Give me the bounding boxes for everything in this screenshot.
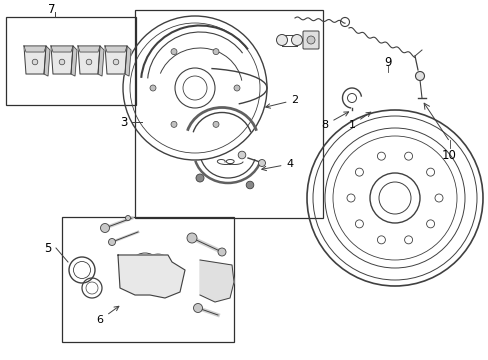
Circle shape	[234, 85, 240, 91]
Polygon shape	[44, 46, 50, 76]
Circle shape	[59, 59, 65, 65]
Text: 6: 6	[96, 306, 119, 325]
Bar	[135, 10, 323, 218]
Circle shape	[193, 303, 202, 312]
Circle shape	[355, 168, 363, 176]
Circle shape	[171, 121, 177, 127]
Polygon shape	[71, 46, 77, 76]
Polygon shape	[105, 46, 127, 74]
Circle shape	[415, 72, 424, 81]
Polygon shape	[200, 260, 234, 302]
Text: 10: 10	[441, 149, 456, 162]
Circle shape	[213, 49, 219, 55]
Circle shape	[32, 59, 38, 65]
FancyBboxPatch shape	[303, 31, 318, 49]
Circle shape	[245, 181, 253, 189]
Text: 8: 8	[321, 112, 348, 130]
Polygon shape	[125, 46, 131, 76]
Circle shape	[291, 35, 302, 45]
Text: 7: 7	[48, 3, 55, 15]
Polygon shape	[78, 46, 100, 52]
Circle shape	[377, 152, 385, 160]
Circle shape	[196, 174, 203, 182]
Polygon shape	[105, 46, 127, 52]
Polygon shape	[118, 255, 184, 298]
Text: 5: 5	[44, 242, 51, 255]
Circle shape	[404, 236, 412, 244]
Circle shape	[238, 151, 245, 159]
Circle shape	[171, 49, 177, 55]
Bar	[62, 217, 234, 342]
Circle shape	[276, 35, 287, 45]
Text: 1: 1	[348, 112, 370, 130]
Circle shape	[355, 220, 363, 228]
Circle shape	[218, 248, 225, 256]
Circle shape	[258, 159, 265, 166]
Circle shape	[213, 121, 219, 127]
Text: 4: 4	[261, 159, 293, 171]
Circle shape	[346, 194, 354, 202]
Circle shape	[125, 216, 130, 220]
Polygon shape	[78, 46, 100, 74]
Circle shape	[404, 152, 412, 160]
Text: 3: 3	[120, 116, 127, 129]
Circle shape	[186, 233, 197, 243]
Circle shape	[434, 194, 442, 202]
Circle shape	[377, 236, 385, 244]
Circle shape	[113, 59, 119, 65]
Bar	[6, 17, 136, 105]
Polygon shape	[98, 46, 104, 76]
Polygon shape	[24, 46, 46, 52]
Polygon shape	[51, 46, 73, 52]
Circle shape	[101, 224, 109, 233]
Polygon shape	[51, 46, 73, 74]
Circle shape	[150, 85, 156, 91]
Circle shape	[306, 36, 314, 44]
Circle shape	[426, 168, 434, 176]
Text: 2: 2	[265, 95, 298, 108]
Circle shape	[86, 59, 92, 65]
Text: 9: 9	[383, 55, 391, 68]
Circle shape	[108, 239, 115, 246]
Circle shape	[426, 220, 434, 228]
Polygon shape	[24, 46, 46, 74]
